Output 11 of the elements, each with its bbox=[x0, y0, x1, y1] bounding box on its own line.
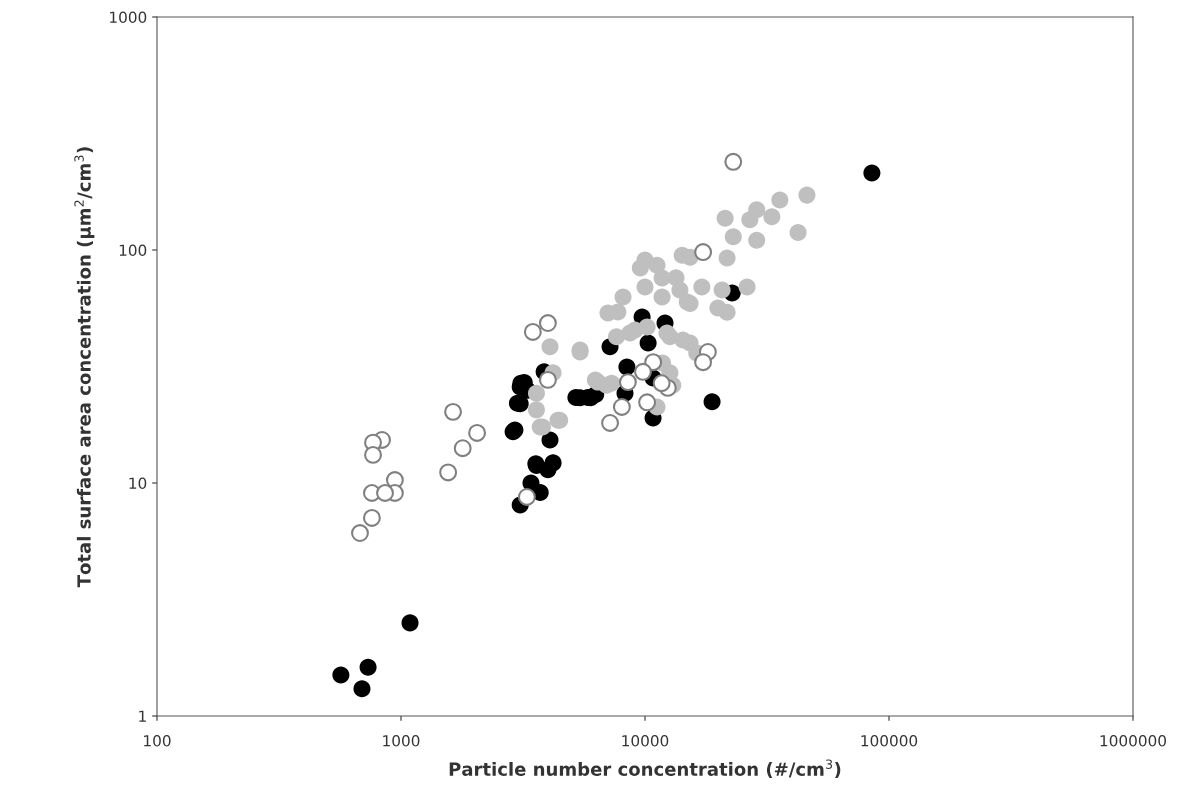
x-tick-label: 100000 bbox=[861, 735, 918, 747]
y-tick-label: 10 bbox=[129, 477, 147, 490]
x-tick-label: 1000 bbox=[383, 735, 420, 747]
y-axis-title: Total surface area concentration (µm$^{2}$/cm$^{3}$) bbox=[74, 147, 95, 588]
y-tick-label: 1 bbox=[139, 710, 146, 722]
x-tick-label: 1000000 bbox=[1100, 735, 1167, 747]
y-tick-label: 1000 bbox=[110, 11, 147, 24]
x-tick-label: 100 bbox=[144, 735, 171, 747]
x-axis-title: Particle number concentration (#/cm$^{3}$) bbox=[449, 759, 841, 779]
y-tick-label: 100 bbox=[119, 244, 147, 257]
x-tick-label: 10000 bbox=[622, 735, 669, 747]
